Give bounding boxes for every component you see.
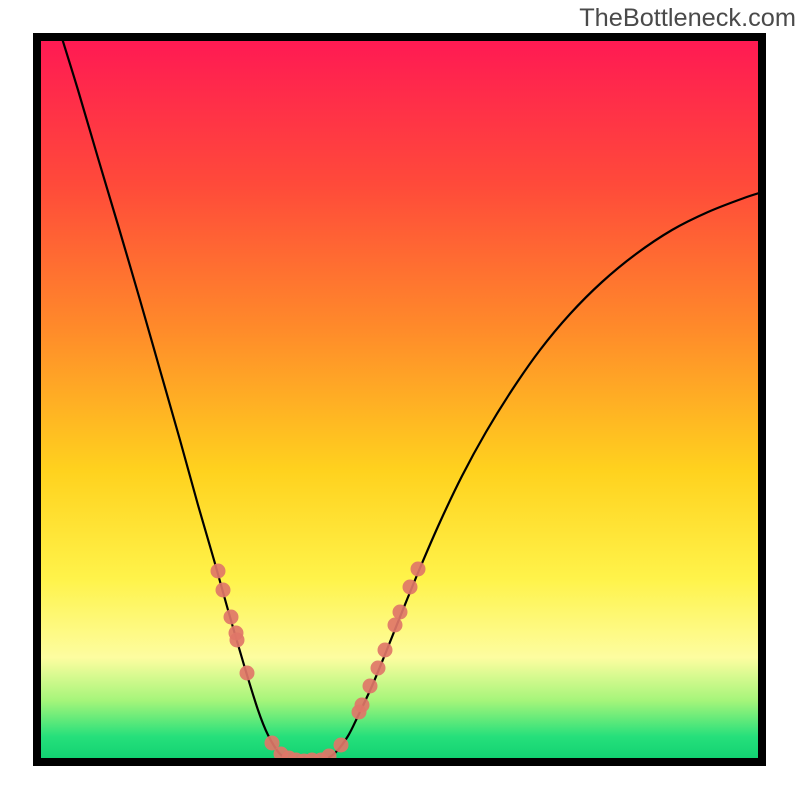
bottleneck-chart xyxy=(0,0,800,800)
plot-frame-top xyxy=(33,33,766,41)
watermark-text: TheBottleneck.com xyxy=(579,4,796,33)
plot-frame-bottom xyxy=(33,758,766,766)
plot-frame-right xyxy=(758,33,766,766)
plot-frame-left xyxy=(33,33,41,766)
gradient-background xyxy=(41,41,758,758)
